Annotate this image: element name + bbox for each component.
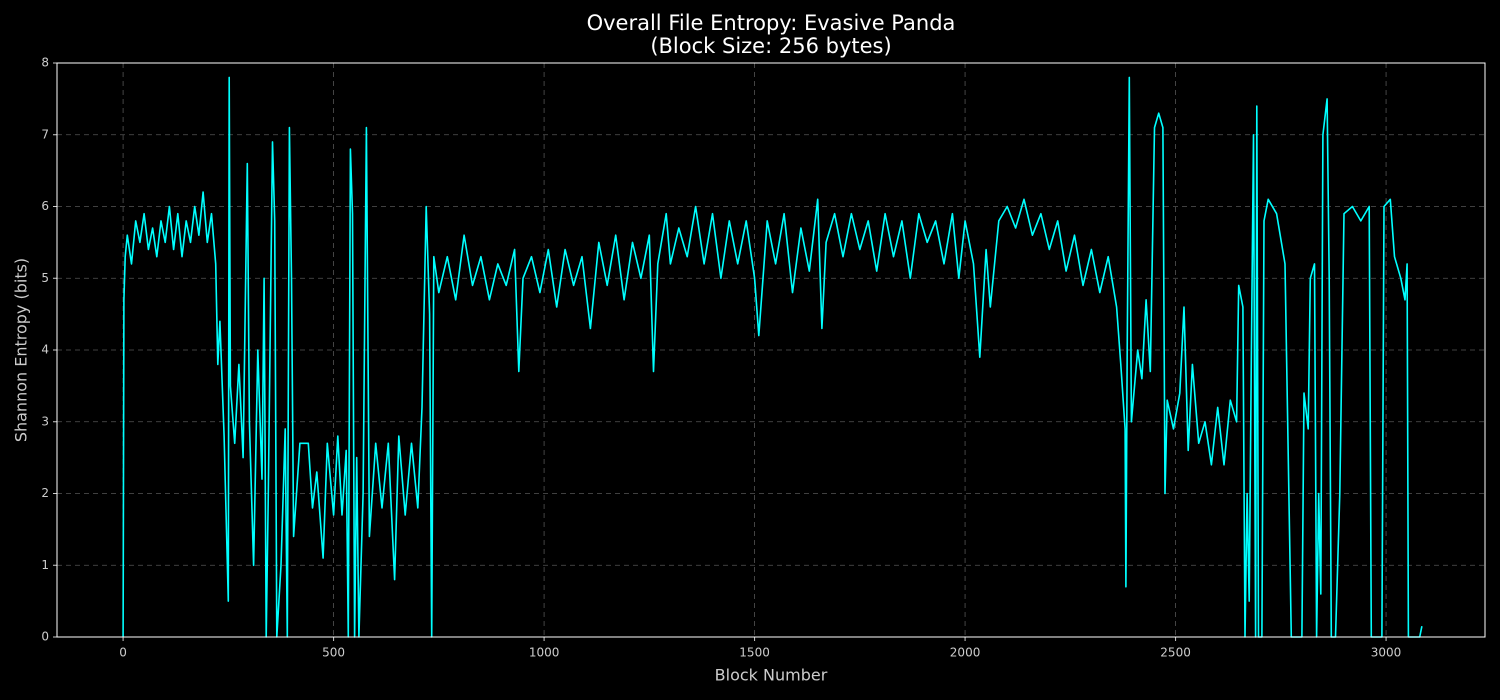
chart-title: Overall File Entropy: Evasive Panda: [587, 11, 956, 35]
plot-frame: [56, 62, 1486, 638]
y-axis-label: Shannon Entropy (bits): [12, 258, 31, 442]
y-tick-label: 5: [41, 271, 49, 285]
y-tick-label: 7: [41, 127, 49, 141]
entropy-line: [122, 76, 1423, 638]
y-tick-label: 8: [41, 56, 49, 70]
x-tick-label: 1500: [739, 646, 770, 660]
x-tick-label: 3000: [1371, 646, 1402, 660]
y-tick-label: 4: [41, 343, 49, 357]
x-tick-label: 0: [119, 646, 127, 660]
x-tick-label: 1000: [529, 646, 560, 660]
x-axis-label: Block Number: [715, 666, 828, 685]
x-tick-label: 500: [322, 646, 345, 660]
y-tick-label: 3: [41, 414, 49, 428]
x-tick-label: 2500: [1160, 646, 1191, 660]
chart-subtitle: (Block Size: 256 bytes): [650, 34, 891, 58]
y-tick-label: 1: [41, 558, 49, 572]
y-tick-label: 0: [41, 630, 49, 644]
x-tick-label: 2000: [950, 646, 981, 660]
y-tick-label: 2: [41, 486, 49, 500]
y-tick-label: 6: [41, 199, 49, 213]
